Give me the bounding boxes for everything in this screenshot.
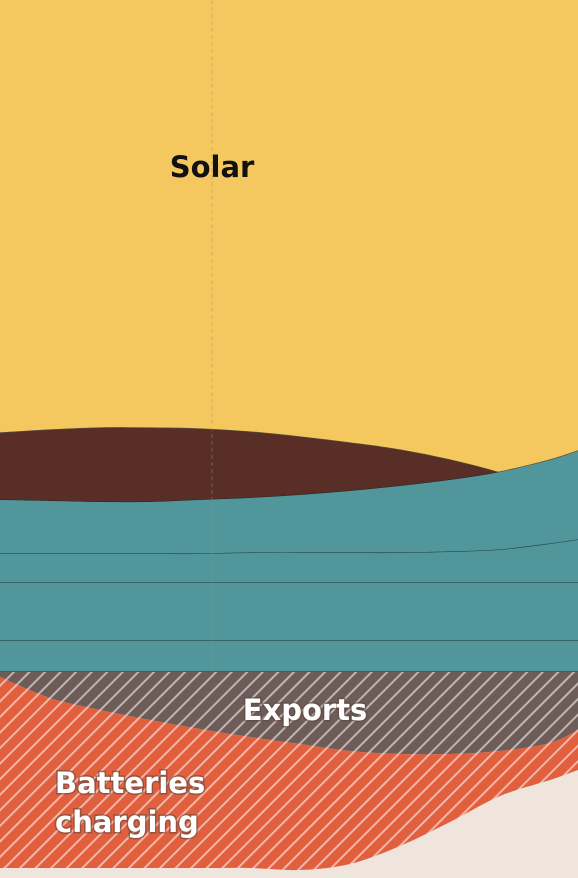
batteries-label-line2: charging <box>55 805 199 839</box>
area-band-layer-3 <box>0 540 578 583</box>
area-band-layer-5 <box>0 641 578 672</box>
area-band-layer-4 <box>0 583 578 641</box>
area-band-layer-1 <box>0 427 578 503</box>
solar-label: Solar <box>170 150 255 184</box>
area-band-layer-2 <box>0 451 578 555</box>
area-band-exports <box>0 672 578 755</box>
batteries-label-line1: Batteries <box>55 766 205 800</box>
area-band-solar <box>0 0 578 501</box>
area-band-batteries-charging <box>0 677 578 871</box>
exports-label: Exports <box>243 693 368 727</box>
